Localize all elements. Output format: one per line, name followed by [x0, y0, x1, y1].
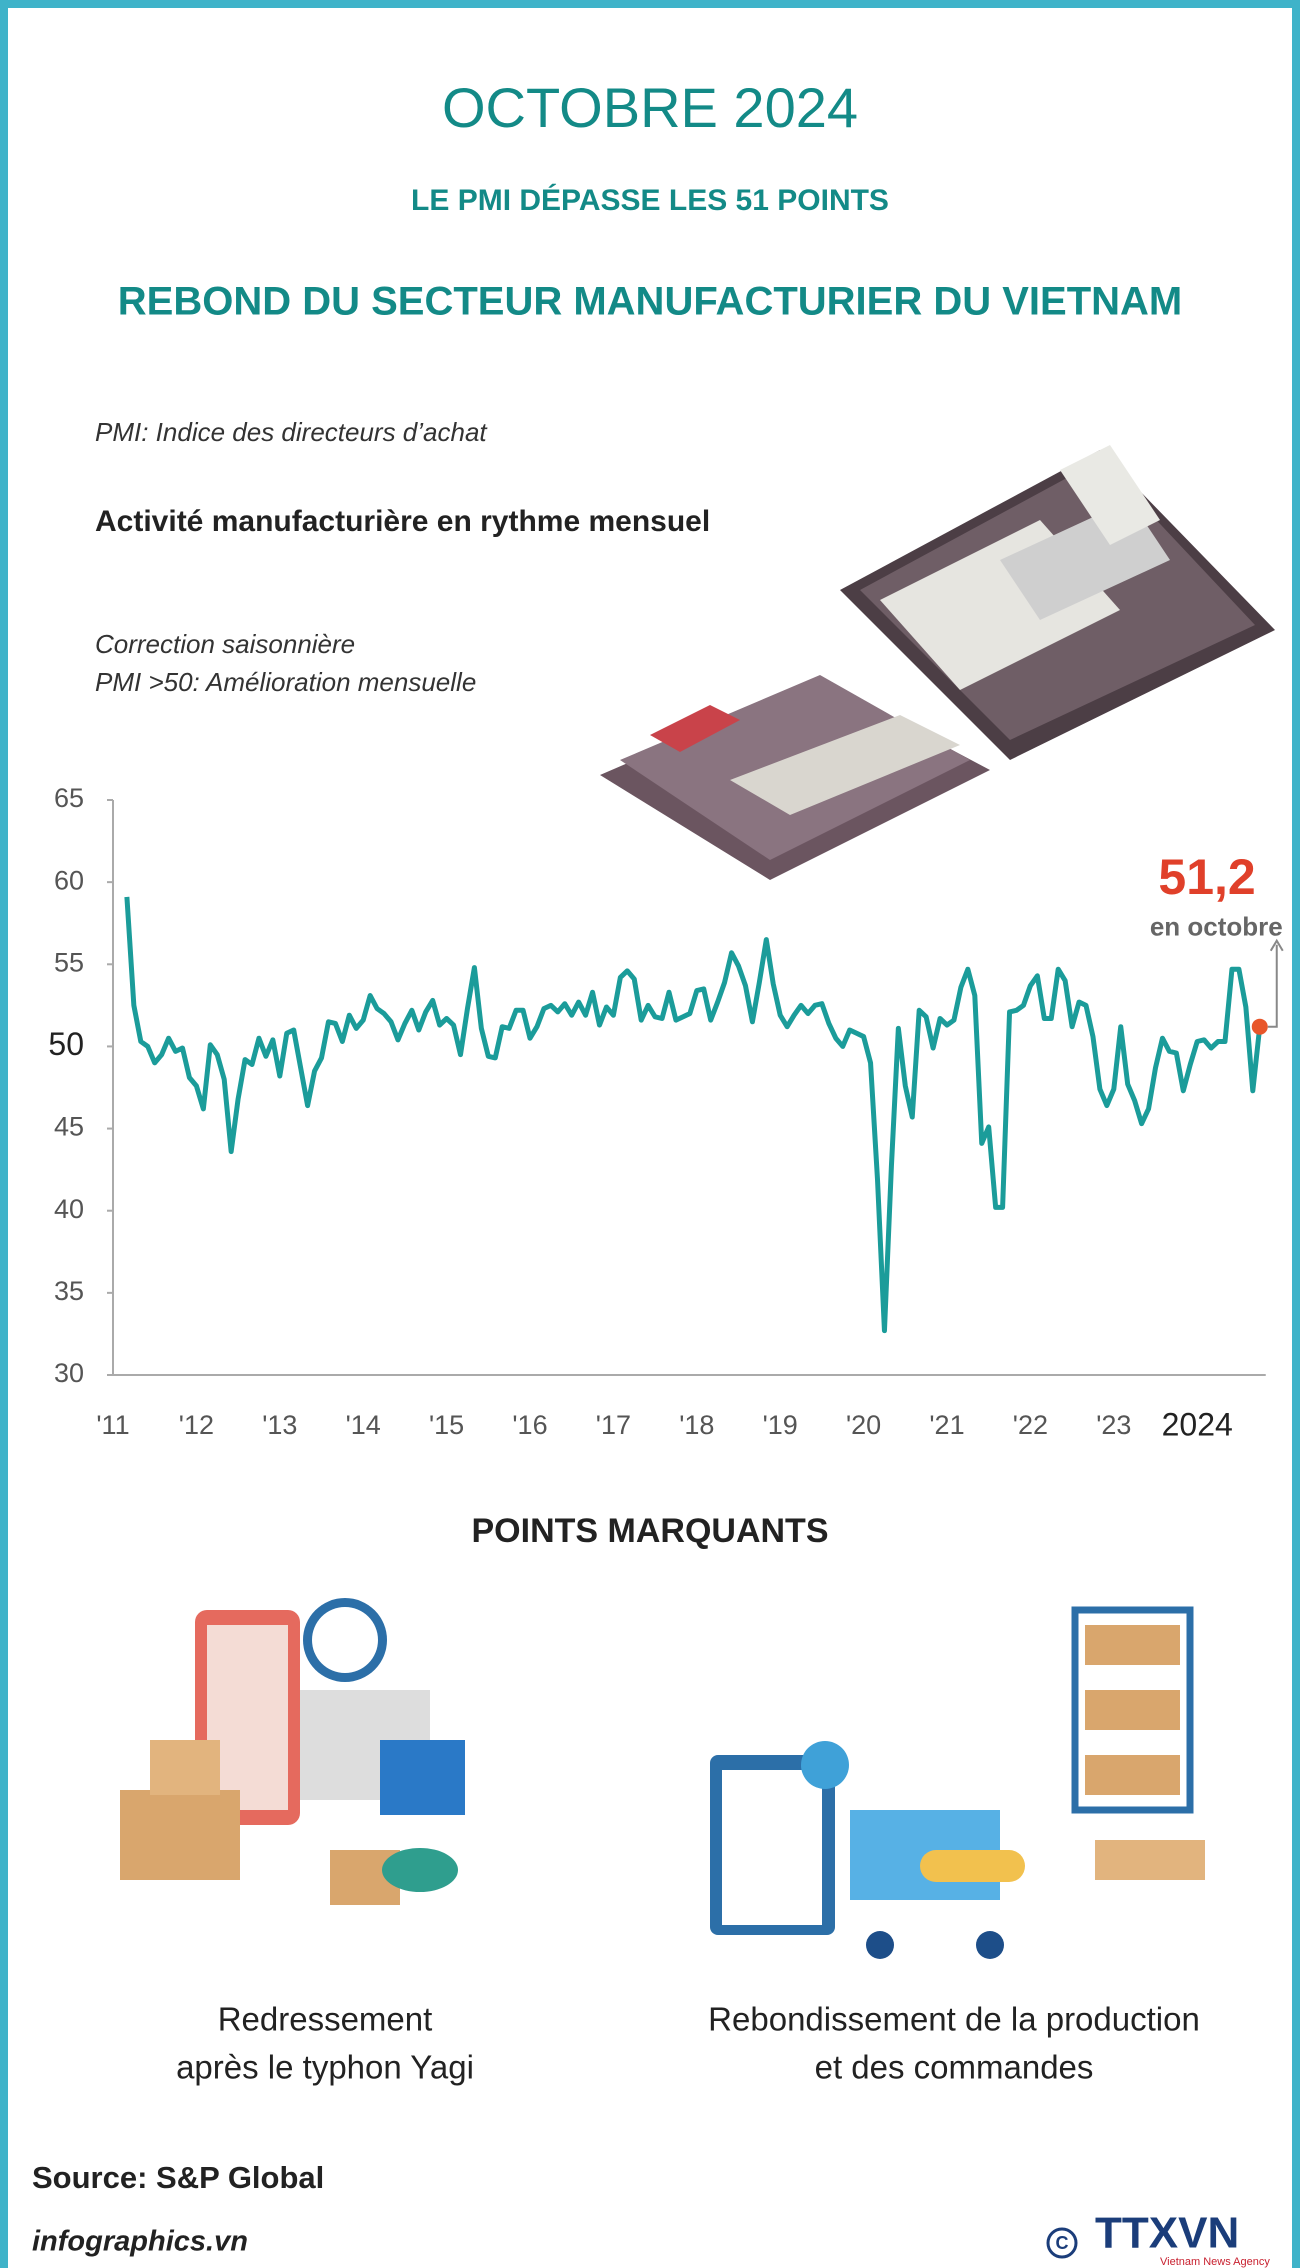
highlight-text: Redressement: [218, 2001, 433, 2038]
x-tick-label: '15: [429, 1410, 464, 1440]
note: Correction saisonnière: [95, 629, 355, 659]
orders-illustration: [710, 1606, 1205, 1959]
note: PMI >50: Amélioration mensuelle: [95, 667, 476, 697]
y-tick-label: 35: [54, 1276, 84, 1306]
x-tick-label: '16: [512, 1410, 547, 1440]
annotation-arrow: [1267, 944, 1278, 1028]
copyright-mark: C: [1056, 2233, 1069, 2253]
x-tick-label: '11: [96, 1410, 129, 1440]
x-tick-label: '20: [846, 1410, 881, 1440]
highlight-text: et des commandes: [815, 2049, 1094, 2086]
x-tick-label: '22: [1013, 1410, 1048, 1440]
headline: REBOND DU SECTEUR MANUFACTURIER DU VIETN…: [118, 280, 1182, 324]
annotation-arrowhead: [1269, 938, 1284, 952]
y-tick-label: 30: [54, 1358, 84, 1388]
y-tick-label: 40: [54, 1194, 84, 1224]
subtitle: LE PMI DÉPASSE LES 51 POINTS: [411, 183, 889, 217]
x-tick-label: '18: [679, 1410, 714, 1440]
highlight-text: après le typhon Yagi: [176, 2049, 474, 2086]
y-tick-label: 55: [54, 947, 84, 977]
x-tick-label: '17: [596, 1410, 631, 1440]
logistics-illustration: [120, 1598, 465, 1905]
source: Source: S&P Global: [32, 2160, 324, 2195]
x-tick-label: '21: [929, 1410, 964, 1440]
copyright-mark: [1046, 2227, 1078, 2259]
site: infographics.vn: [32, 2226, 248, 2258]
chart-heading: Activité manufacturière en rythme mensue…: [95, 505, 710, 538]
pmi-line: [124, 896, 1263, 1334]
y-tick-label: 65: [54, 783, 84, 813]
x-tick-label: '23: [1096, 1410, 1131, 1440]
x-tick-label: 2024: [1162, 1406, 1233, 1442]
pmi-chart: 30 35 40 45 50 55 60 65 '11 '12 '13 '14 '15 '16 '17 '18…: [48, 783, 1284, 1442]
x-tick-label: '12: [179, 1410, 214, 1440]
section-title: POINTS MARQUANTS: [472, 1512, 829, 1550]
logo: TTXVN: [1095, 2209, 1239, 2258]
value-label: 51,2: [1158, 849, 1255, 905]
y-tick-label: 50: [48, 1026, 84, 1062]
y-tick-label: 60: [54, 865, 84, 895]
title: OCTOBRE 2024: [442, 76, 858, 139]
logo-caption: Vietnam News Agency: [1160, 2256, 1270, 2268]
y-tick-label: 45: [54, 1112, 84, 1142]
annotation: en octobre: [1150, 912, 1283, 942]
highlight-point: [1251, 1018, 1268, 1035]
x-tick-label: '14: [346, 1410, 381, 1440]
note: PMI: Indice des directeurs d’achat: [95, 417, 488, 447]
x-tick-label: '13: [262, 1410, 297, 1440]
factory-illustration: [600, 445, 1275, 880]
x-tick-label: '19: [763, 1410, 798, 1440]
highlight-text: Rebondissement de la production: [708, 2001, 1200, 2038]
